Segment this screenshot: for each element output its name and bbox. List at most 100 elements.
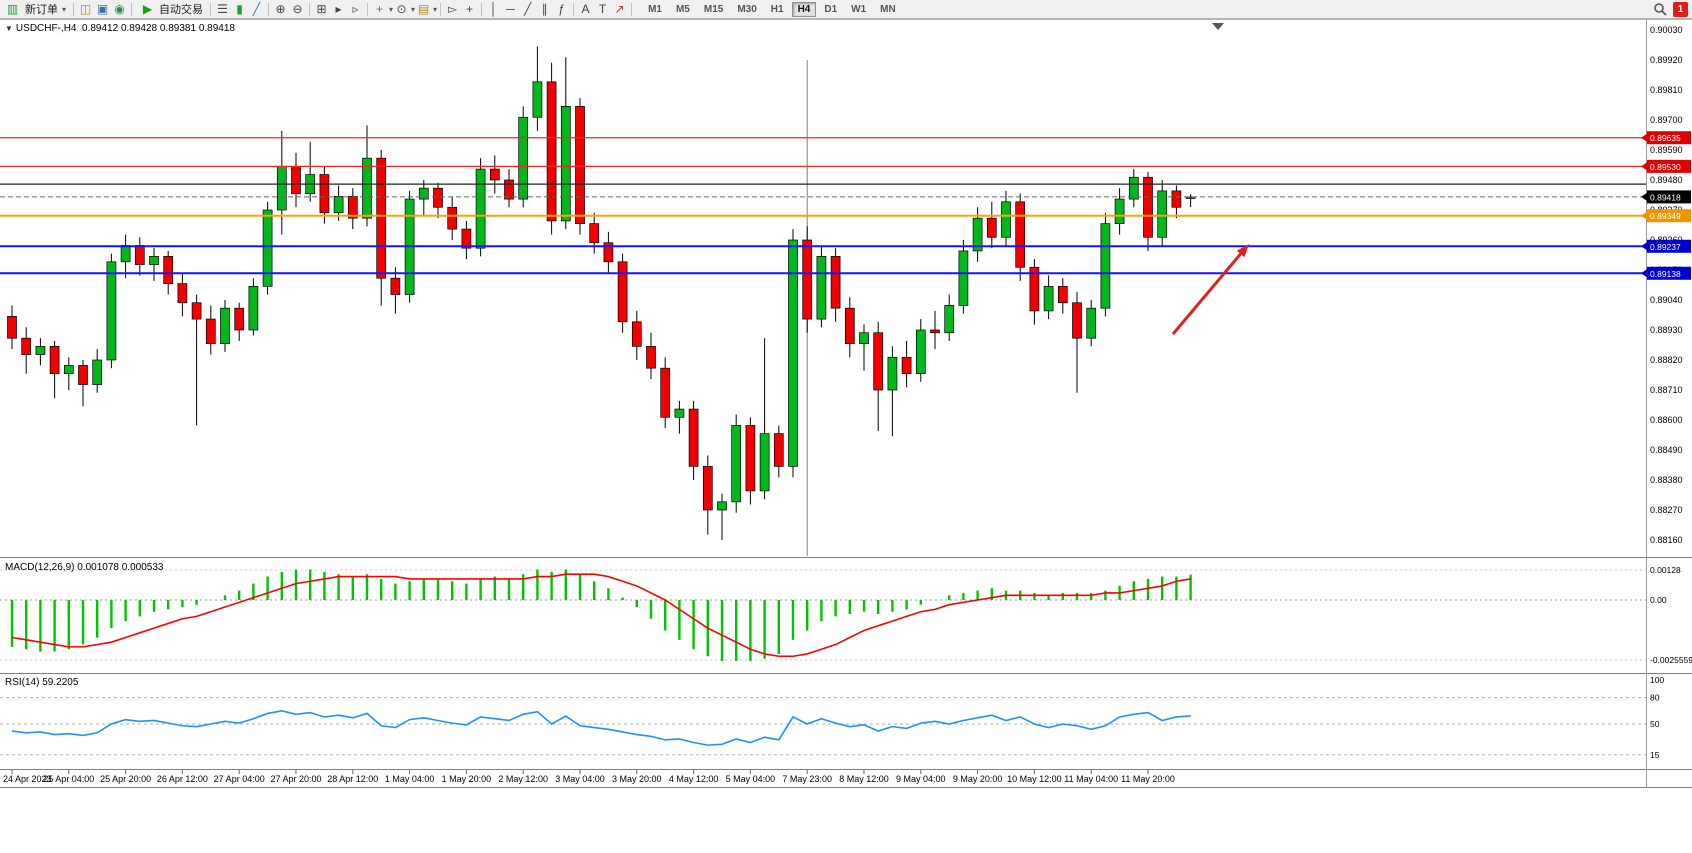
profiles-icon[interactable]: ▣	[96, 2, 109, 16]
toolbar-chart-icons: ◫ ▣ ◉	[77, 1, 128, 17]
toolbar-separator	[367, 2, 369, 16]
rsi-indicator-label: RSI(14) 59.2205	[5, 677, 78, 688]
chevron-down-icon: ▾	[62, 4, 67, 14]
svg-text:27 Apr 04:00: 27 Apr 04:00	[214, 774, 265, 784]
toolbar-separator	[131, 2, 133, 16]
cursor-icon[interactable]: ▻	[447, 2, 458, 16]
svg-text:11 May 04:00: 11 May 04:00	[1064, 774, 1118, 784]
svg-text:0.89920: 0.89920	[1650, 55, 1683, 65]
svg-text:-0.0025559: -0.0025559	[1650, 655, 1692, 665]
svg-text:4 May 12:00: 4 May 12:00	[669, 774, 719, 784]
timeframe-m15[interactable]: M15	[698, 2, 729, 17]
svg-text:5 May 04:00: 5 May 04:00	[726, 774, 776, 784]
templates-icon[interactable]: ▤	[417, 2, 430, 16]
bars-chart-icon[interactable]: ☰	[217, 2, 228, 16]
timeframe-m30[interactable]: M30	[731, 2, 762, 17]
chart-shift-marker	[1212, 23, 1224, 30]
svg-text:0.00128: 0.00128	[1650, 565, 1681, 575]
svg-text:0.89040: 0.89040	[1650, 295, 1683, 305]
macd-axis: 0.00128 0.00 -0.0025559	[1650, 565, 1692, 665]
svg-text:0.89530: 0.89530	[1650, 162, 1681, 172]
svg-text:100: 100	[1650, 675, 1664, 685]
timeframe-buttons: M1 M5 M15 M30 H1 H4 D1 W1 MN	[641, 1, 903, 17]
svg-text:15: 15	[1650, 750, 1660, 760]
timeframe-h4[interactable]: H4	[791, 1, 817, 17]
timeframe-m5[interactable]: M5	[670, 2, 696, 17]
periods-icon[interactable]: ⊙	[396, 2, 407, 16]
svg-text:28 Apr 12:00: 28 Apr 12:00	[327, 774, 378, 784]
autotrading-button[interactable]: ▶ 自动交易	[135, 0, 207, 18]
svg-text:9 May 20:00: 9 May 20:00	[953, 774, 1003, 784]
timeframe-m1[interactable]: M1	[642, 2, 668, 17]
data-window-icon[interactable]: ◉	[114, 2, 125, 16]
indicators-icon[interactable]: +	[376, 2, 384, 16]
text-icon[interactable]: A	[581, 2, 590, 16]
arrows-icon[interactable]: ↗	[614, 2, 625, 16]
crosshair-icon[interactable]: +	[466, 2, 474, 16]
text-label-icon[interactable]: T	[598, 2, 607, 16]
svg-text:0.89635: 0.89635	[1650, 133, 1681, 143]
chevron-down-icon: ▾	[389, 4, 394, 14]
horizontal-line-icon[interactable]: ─	[506, 2, 515, 16]
svg-text:0.88820: 0.88820	[1650, 355, 1683, 365]
notification-badge[interactable]: 1	[1673, 1, 1688, 17]
svg-text:0.88930: 0.88930	[1650, 325, 1683, 335]
toolbar-tool-icons: ☰ ▮ ╱ ⊕ ⊖ ⊞ ▸ ▹ + ▾ ⊙ ▾ ▤ ▾ ▻ + │ ─ ╱ ∥ ƒ A T ↗	[207, 1, 635, 17]
auto-scroll-icon[interactable]: ▸	[335, 2, 342, 16]
svg-text:9 May 04:00: 9 May 04:00	[896, 774, 946, 784]
candles-chart-icon[interactable]: ▮	[236, 2, 243, 16]
symbol-ohlc-text: USDCHF-,H4 0.89412 0.89428 0.89381 0.894…	[15, 23, 235, 34]
timeframe-mn[interactable]: MN	[874, 2, 902, 17]
new-order-icon[interactable]: ▥	[6, 2, 19, 16]
svg-text:27 Apr 20:00: 27 Apr 20:00	[270, 774, 321, 784]
charts-icon[interactable]: ◫	[79, 2, 92, 16]
svg-text:0.89237: 0.89237	[1650, 242, 1681, 252]
toolbar-separator	[268, 2, 270, 16]
timeframe-d1[interactable]: D1	[818, 2, 843, 17]
vertical-line-icon[interactable]: │	[489, 2, 498, 16]
svg-text:3 May 20:00: 3 May 20:00	[612, 774, 662, 784]
candles-layer	[7, 46, 1196, 540]
toolbar-separator	[631, 2, 633, 16]
timeframe-w1[interactable]: W1	[845, 2, 872, 17]
rsi-axis: 100 80 50 15	[1650, 675, 1664, 760]
svg-text:0.90030: 0.90030	[1650, 25, 1683, 35]
search-icon[interactable]	[1651, 1, 1669, 17]
zoom-in-icon[interactable]: ⊕	[275, 2, 286, 16]
svg-text:1 May 04:00: 1 May 04:00	[385, 774, 435, 784]
symbol-ohlc-line: ▼ USDCHF-,H4 0.89412 0.89428 0.89381 0.89…	[5, 23, 235, 34]
svg-text:50: 50	[1650, 719, 1660, 729]
svg-text:2 May 12:00: 2 May 12:00	[498, 774, 548, 784]
chart-shift-icon[interactable]: ▹	[352, 2, 359, 16]
new-order-button[interactable]: 新订单 ▾	[21, 0, 70, 18]
rsi-label-text: RSI(14) 59.2205	[5, 677, 79, 688]
autotrading-label: 自动交易	[159, 4, 204, 16]
arrow-annotation	[1171, 244, 1249, 335]
symbol-dropdown-icon[interactable]: ▼	[5, 24, 13, 33]
timeframe-h1[interactable]: H1	[765, 2, 790, 17]
svg-text:3 May 04:00: 3 May 04:00	[555, 774, 605, 784]
svg-text:25 Apr 20:00: 25 Apr 20:00	[100, 774, 151, 784]
macd-indicator-label: MACD(12,26,9) 0.001078 0.000533	[5, 562, 163, 573]
svg-text:0.89349: 0.89349	[1650, 211, 1681, 221]
svg-text:0.88270: 0.88270	[1650, 505, 1683, 515]
svg-text:0.89590: 0.89590	[1650, 145, 1683, 155]
line-chart-icon[interactable]: ╱	[252, 2, 261, 16]
svg-text:10 May 12:00: 10 May 12:00	[1007, 774, 1062, 784]
svg-text:0.88160: 0.88160	[1650, 535, 1683, 545]
zoom-out-icon[interactable]: ⊖	[292, 2, 303, 16]
new-order-label: 新订单	[25, 4, 58, 16]
tile-windows-icon[interactable]: ⊞	[316, 2, 327, 16]
main-toolbar: ▥ 新订单 ▾ ◫ ▣ ◉ ▶ 自动交易 ☰ ▮ ╱ ⊕ ⊖ ⊞ ▸ ▹ + ▾ ⊙ ▾ ▤ ▾ ▻ + │ ─ ╱ ∥ ƒ…	[0, 0, 1692, 19]
trendline-icon[interactable]: ╱	[523, 2, 532, 16]
channel-icon[interactable]: ∥	[541, 2, 548, 16]
fibonacci-icon[interactable]: ƒ	[558, 2, 565, 16]
horizontal-lines-layer	[0, 137, 1646, 275]
svg-text:0.89138: 0.89138	[1650, 269, 1681, 279]
toolbar-separator	[73, 2, 75, 16]
rsi-line	[11, 709, 1191, 746]
svg-text:24 Apr 2023: 24 Apr 2023	[3, 774, 52, 784]
svg-text:8 May 12:00: 8 May 12:00	[839, 774, 889, 784]
